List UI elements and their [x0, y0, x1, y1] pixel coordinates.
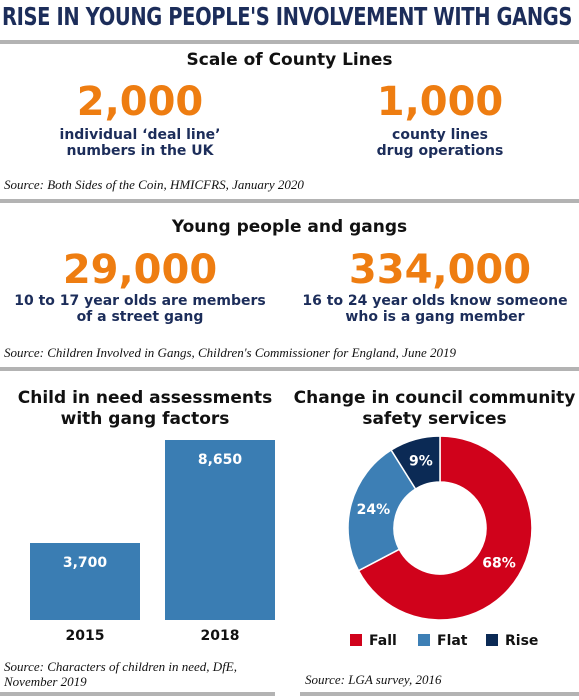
stat-value: 2,000	[76, 79, 204, 125]
stat-value: 1,000	[376, 79, 504, 125]
value-label: 3,700	[63, 555, 108, 571]
value-label: 24%	[357, 502, 391, 518]
chart-title: Change in council community safety servi…	[293, 388, 576, 429]
stat-value: 334,000	[348, 247, 532, 293]
stat-text: 16 to 24 year olds know someone who is a…	[302, 293, 568, 325]
section-heading: Young people and gangs	[171, 217, 408, 237]
separator	[0, 199, 579, 203]
chart-title: Child in need assessments with gang fact…	[17, 388, 273, 429]
legend-swatch	[418, 634, 430, 646]
source: Source: Both Sides of the Coin, HMICFRS,…	[4, 177, 304, 192]
legend-swatch	[486, 634, 498, 646]
legend-label: Fall	[369, 633, 397, 649]
pie-chart: 68% Fall 24% Flat 9% Rise	[347, 435, 538, 649]
page-title: RISE IN YOUNG PEOPLE'S INVOLVEMENT WITH …	[2, 2, 573, 31]
stat-text: individual ‘deal line’ numbers in the UK	[59, 127, 221, 159]
source: Source: Characters of children in need, …	[4, 659, 237, 689]
separator	[0, 40, 579, 44]
separator	[300, 692, 579, 696]
pie-slice	[390, 435, 441, 491]
separator	[0, 367, 579, 371]
bar	[165, 440, 275, 620]
section-heading: Scale of County Lines	[186, 50, 393, 70]
pie-slice	[357, 435, 533, 621]
stat-value: 29,000	[62, 247, 218, 293]
source: Source: Children Involved in Gangs, Chil…	[4, 345, 456, 360]
stat-text: 10 to 17 year olds are members of a stre…	[14, 293, 266, 325]
legend-swatch	[350, 634, 362, 646]
bar	[30, 543, 140, 620]
separator	[0, 692, 275, 696]
pie-slice	[347, 449, 417, 572]
stat-text: county lines drug operations	[376, 127, 504, 159]
x-tick-label: 2015	[66, 628, 105, 644]
value-label: 9%	[409, 454, 433, 470]
bar-chart: 3,700 2015 8,650 2018	[30, 440, 275, 644]
legend-label: Rise	[505, 633, 538, 649]
x-tick-label: 2018	[201, 628, 240, 644]
source: Source: LGA survey, 2016	[305, 672, 442, 687]
legend-label: Flat	[437, 633, 468, 649]
value-label: 68%	[482, 556, 516, 572]
value-label: 8,650	[198, 452, 243, 468]
